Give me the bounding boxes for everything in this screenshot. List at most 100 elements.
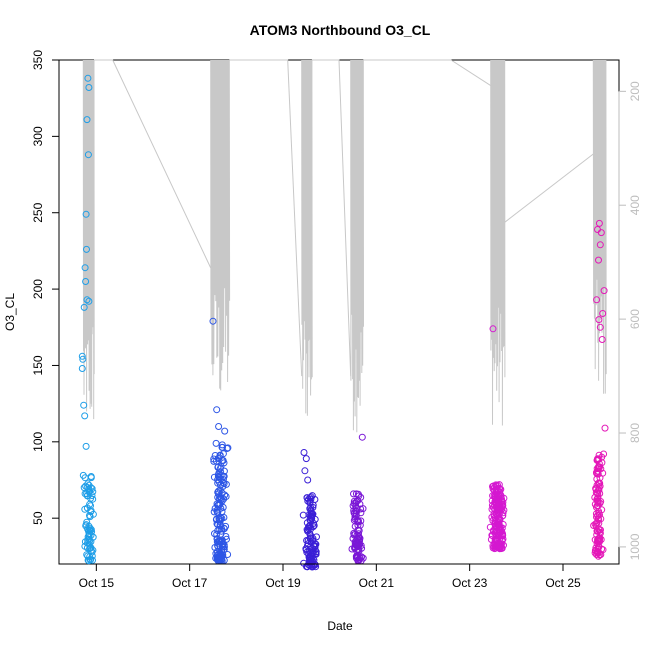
data-point [594, 515, 602, 523]
data-point [215, 423, 223, 430]
data-point [216, 492, 224, 500]
data-point [78, 365, 86, 372]
data-point [213, 515, 221, 523]
data-point [218, 552, 226, 560]
data-point [491, 498, 499, 506]
data-point [214, 476, 222, 484]
data-point [212, 439, 220, 447]
data-point [356, 521, 364, 529]
data-point [215, 537, 223, 545]
data-point [304, 526, 312, 534]
data-point [87, 556, 95, 563]
data-point [81, 264, 89, 272]
y-axis: 50 100 150 200 250 300 350 [31, 50, 60, 525]
y-tick-label: 50 [31, 511, 45, 525]
data-point [499, 521, 507, 528]
data-point [86, 537, 94, 545]
data-point [358, 433, 366, 441]
data-point [83, 551, 91, 559]
pressure-segment-3 [350, 59, 364, 433]
data-point [212, 457, 220, 465]
data-point [217, 555, 225, 563]
data-point [312, 540, 320, 548]
data-point [306, 556, 314, 564]
data-point [80, 303, 88, 311]
data-point [491, 493, 499, 501]
pressure-line-series [82, 59, 607, 433]
data-point [357, 505, 365, 513]
data-point [213, 508, 221, 516]
y-tick-label: 350 [31, 50, 45, 70]
data-point [351, 513, 359, 521]
data-point [217, 462, 225, 470]
x-tick-label: Oct 17 [172, 576, 208, 590]
data-point [595, 219, 603, 227]
data-point [84, 74, 92, 82]
cluster-2 [209, 317, 232, 565]
data-point [352, 536, 360, 544]
data-point [355, 527, 363, 534]
y-tick-label: 300 [31, 126, 45, 146]
pressure-connector-1 [229, 59, 303, 377]
data-point [309, 523, 317, 531]
y-axis-label: O3_CL [3, 293, 17, 331]
data-point [498, 531, 506, 539]
data-point [216, 486, 224, 494]
data-point [214, 556, 222, 564]
pressure-connector-2 [311, 59, 352, 377]
data-point [357, 517, 365, 525]
data-point [218, 525, 226, 533]
data-point [214, 479, 222, 487]
data-point [355, 492, 363, 500]
y-right-tick-label: 1000 [628, 533, 642, 560]
data-point [594, 552, 602, 560]
y-tick-label: 200 [31, 279, 45, 299]
data-point [79, 355, 87, 363]
data-point [357, 493, 365, 501]
data-point [84, 480, 92, 488]
data-point [593, 475, 601, 483]
x-tick-label: Oct 25 [545, 576, 581, 590]
data-point [313, 533, 320, 541]
data-point [308, 562, 316, 570]
data-point [86, 526, 94, 534]
data-point [85, 84, 93, 91]
data-point [222, 533, 230, 540]
data-point [597, 229, 605, 237]
data-point [594, 455, 601, 463]
data-point [594, 487, 602, 494]
pressure-segment-1 [210, 59, 231, 391]
data-point [600, 287, 608, 295]
data-point [500, 506, 508, 514]
data-point [356, 500, 364, 508]
data-point [223, 445, 231, 452]
data-point [595, 316, 603, 324]
data-point [592, 510, 600, 518]
pressure-segment-4 [490, 59, 506, 426]
data-point [592, 544, 600, 552]
data-point [598, 453, 606, 461]
data-point [304, 537, 312, 545]
x-tick-label: Oct 21 [359, 576, 395, 590]
data-point [306, 494, 314, 502]
data-point [79, 471, 87, 479]
data-point [594, 512, 601, 519]
data-point [81, 538, 89, 546]
data-point [220, 472, 228, 480]
data-point [352, 502, 360, 510]
pressure-connector-0 [94, 59, 212, 269]
data-point [210, 508, 218, 516]
data-point [213, 530, 221, 538]
data-point [83, 518, 91, 526]
data-point [498, 540, 506, 548]
data-point [85, 297, 93, 305]
data-point [354, 545, 362, 553]
data-point [598, 336, 606, 343]
x-tick-label: Oct 15 [79, 576, 115, 590]
data-point [213, 406, 221, 414]
data-point [83, 296, 91, 304]
data-point [215, 469, 223, 477]
data-point [78, 352, 86, 360]
data-point [498, 524, 506, 532]
data-point [350, 497, 358, 505]
